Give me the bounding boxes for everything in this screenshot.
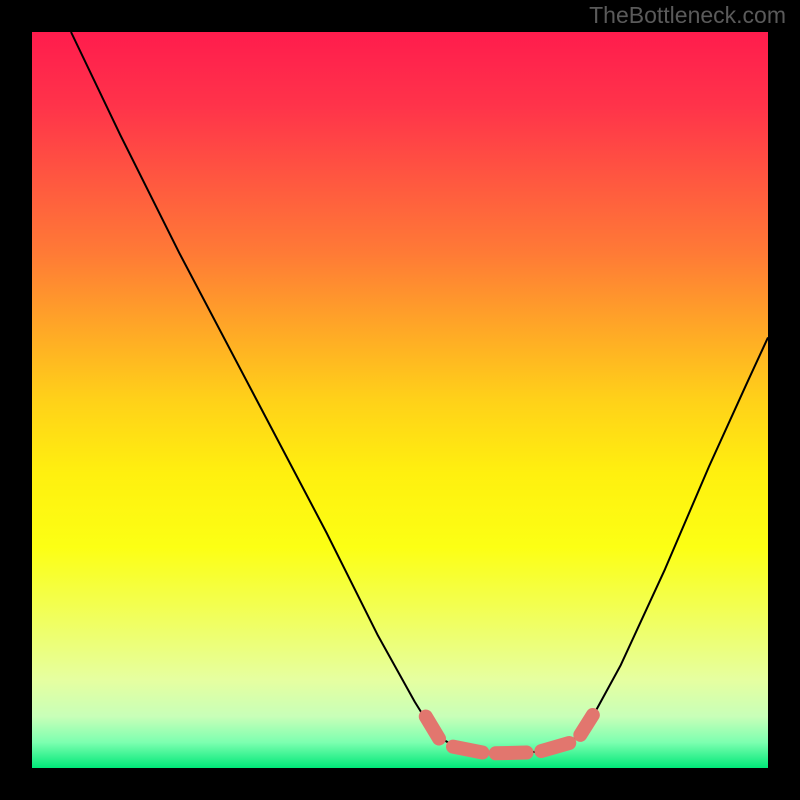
chart-container: TheBottleneck.com xyxy=(0,0,800,800)
gradient-background xyxy=(32,32,768,768)
bottleneck-chart xyxy=(0,0,800,800)
watermark-text: TheBottleneck.com xyxy=(589,2,786,29)
